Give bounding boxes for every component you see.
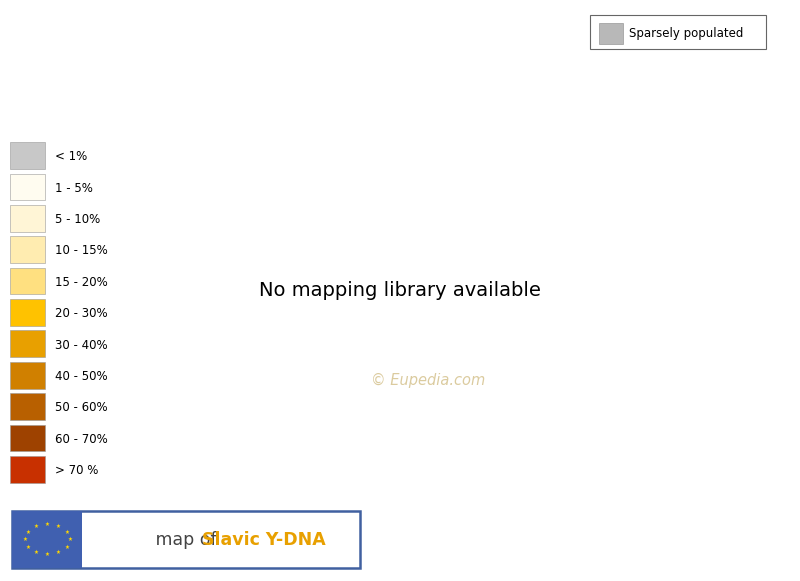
Text: Slavic Y-DNA: Slavic Y-DNA (202, 531, 326, 548)
Text: Sparsely populated: Sparsely populated (629, 27, 743, 40)
Text: 20 - 30%: 20 - 30% (55, 307, 108, 320)
Text: © Eupedia.com: © Eupedia.com (371, 373, 485, 388)
Text: 1 - 5%: 1 - 5% (55, 182, 93, 195)
Text: ★: ★ (56, 524, 61, 529)
Text: 50 - 60%: 50 - 60% (55, 401, 108, 414)
Text: ★: ★ (45, 553, 50, 557)
Text: ★: ★ (64, 545, 69, 550)
Text: 30 - 40%: 30 - 40% (55, 339, 108, 352)
Text: 10 - 15%: 10 - 15% (55, 245, 108, 257)
Text: ★: ★ (67, 537, 72, 542)
Text: < 1%: < 1% (55, 150, 87, 163)
Text: ★: ★ (26, 545, 30, 550)
Text: Eupedia: Eupedia (90, 530, 185, 550)
Text: 60 - 70%: 60 - 70% (55, 433, 108, 446)
Text: > 70 %: > 70 % (55, 464, 98, 477)
Text: ★: ★ (34, 550, 38, 555)
Text: ★: ★ (64, 530, 69, 535)
Text: ★: ★ (45, 522, 50, 527)
Text: ★: ★ (26, 530, 30, 535)
Text: map of: map of (150, 531, 222, 548)
Text: 40 - 50%: 40 - 50% (55, 370, 108, 383)
Text: ★: ★ (22, 537, 27, 542)
Text: No mapping library available: No mapping library available (259, 281, 541, 300)
Text: 15 - 20%: 15 - 20% (55, 276, 108, 289)
Text: ★: ★ (34, 524, 38, 529)
Text: ★: ★ (56, 550, 61, 555)
Text: 5 - 10%: 5 - 10% (55, 213, 101, 226)
